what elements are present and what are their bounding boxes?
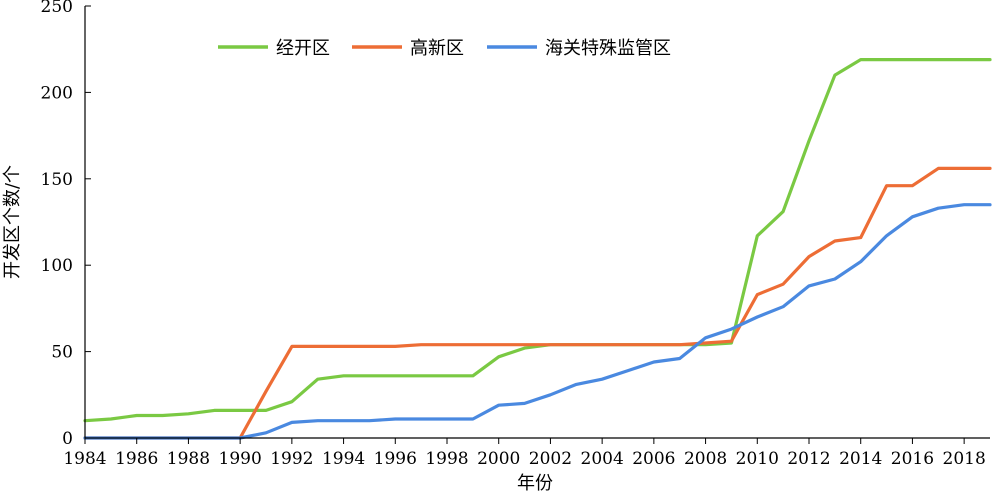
series-line-kaifaqu	[83, 57, 992, 423]
y-tick-label: 250	[41, 0, 73, 17]
legend-item-gaoxinqu: 高新区	[352, 38, 464, 59]
x-tick-label: 1996	[374, 449, 417, 469]
x-tick-label: 1984	[63, 449, 106, 469]
x-tick-label: 1988	[167, 449, 210, 469]
x-tick-label: 2002	[529, 449, 572, 469]
legend-label-gaoxinqu: 高新区	[410, 38, 464, 59]
x-tick-label: 2006	[632, 449, 675, 469]
x-tick-label: 2012	[787, 449, 830, 469]
y-tick-label: 200	[41, 83, 73, 103]
x-tick-label: 2000	[477, 449, 520, 469]
axes	[84, 6, 990, 439]
y-tick-label: 0	[62, 429, 73, 449]
plot-lines	[83, 57, 992, 440]
x-tick-label: 1990	[219, 449, 262, 469]
y-ticks: 0 50 100 150 200 250	[41, 0, 91, 449]
x-axis-title: 年份	[517, 473, 553, 494]
x-ticks: 1984 1986 1988 1990 1992 1994 1996 1998 2000 2002…	[63, 438, 986, 469]
legend-item-haiguan: 海关特殊监管区	[487, 38, 671, 59]
x-tick-label: 2016	[891, 449, 934, 469]
x-tick-label: 2008	[684, 449, 727, 469]
y-tick-label: 150	[41, 170, 73, 190]
legend-label-kaifaqu: 经开区	[276, 38, 330, 59]
x-tick-label: 1992	[270, 449, 313, 469]
y-axis-title: 开发区个数/个	[2, 165, 23, 279]
legend: 经开区 高新区 海关特殊监管区	[218, 38, 671, 59]
x-tick-label: 1986	[115, 449, 158, 469]
x-tick-label: 2014	[839, 449, 882, 469]
x-tick-label: 2018	[943, 449, 986, 469]
x-tick-label: 1994	[322, 449, 365, 469]
x-tick-label: 2010	[736, 449, 779, 469]
y-tick-label: 100	[41, 256, 73, 276]
x-tick-label: 2004	[581, 449, 624, 469]
legend-label-haiguan: 海关特殊监管区	[545, 38, 671, 59]
y-tick-label: 50	[51, 343, 73, 363]
x-tick-label: 1998	[425, 449, 468, 469]
legend-item-kaifaqu: 经开区	[218, 38, 330, 59]
